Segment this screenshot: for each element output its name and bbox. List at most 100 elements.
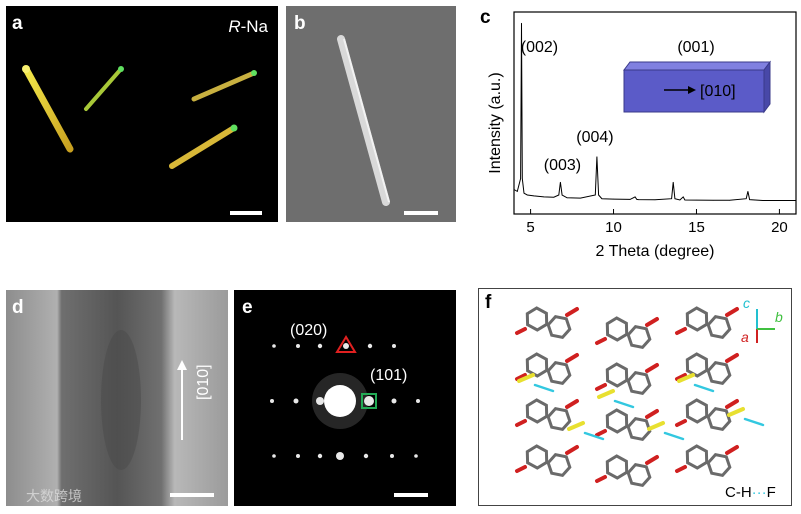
oxygen-atom bbox=[645, 363, 659, 373]
axis-indicator bbox=[756, 309, 775, 343]
panel-b-sem: b bbox=[286, 6, 456, 222]
aromatic-ring bbox=[685, 306, 709, 332]
data-point bbox=[521, 178, 523, 179]
panel-e-diffraction: e (020) (101) bbox=[234, 290, 456, 506]
scale-bar bbox=[170, 493, 214, 497]
x-tick-label: 5 bbox=[526, 219, 534, 236]
c-h-f-contact bbox=[533, 383, 555, 393]
sample-label: R-Na bbox=[228, 17, 268, 36]
aromatic-ring bbox=[546, 360, 572, 386]
fluorine-atom bbox=[567, 421, 585, 431]
oxygen-atom bbox=[725, 353, 739, 363]
data-point bbox=[672, 181, 674, 183]
c-h-f-contact bbox=[613, 399, 635, 409]
plot-frame bbox=[513, 11, 797, 215]
square-marker bbox=[361, 393, 377, 409]
data-point bbox=[671, 198, 672, 199]
axis-label-c: c bbox=[743, 295, 750, 311]
panel-label-f: f bbox=[485, 292, 492, 313]
fluorine-atom bbox=[517, 373, 535, 383]
aromatic-ring bbox=[605, 408, 629, 434]
data-point bbox=[638, 199, 639, 200]
x-tick-label: 10 bbox=[605, 219, 622, 236]
oxygen-atom bbox=[675, 373, 687, 381]
sem-rod-image bbox=[337, 35, 390, 206]
data-point bbox=[561, 194, 563, 196]
data-point bbox=[629, 199, 631, 200]
c-h-f-contact bbox=[583, 431, 605, 441]
data-point bbox=[795, 200, 797, 201]
aromatic-ring bbox=[626, 462, 652, 488]
panel-label-b: b bbox=[294, 13, 306, 34]
data-point bbox=[613, 198, 614, 200]
data-point bbox=[601, 198, 603, 199]
data-point bbox=[543, 196, 545, 198]
c-h-f-contact bbox=[743, 417, 765, 427]
inset-arrow-label: [010] bbox=[700, 83, 736, 100]
x-tick-label: 20 bbox=[771, 219, 788, 236]
axis-label-b: b bbox=[775, 309, 783, 325]
data-point bbox=[580, 197, 581, 199]
oxygen-atom bbox=[515, 419, 527, 427]
data-point bbox=[520, 178, 521, 179]
panel-d-tem: d [010] 大数跨境 bbox=[6, 290, 228, 506]
contact-caption: C-H···F bbox=[725, 484, 776, 501]
y-axis-label: Intensity (a.u.) bbox=[487, 72, 504, 173]
nanorod bbox=[191, 70, 257, 102]
panel-label-d: d bbox=[12, 297, 24, 318]
data-point bbox=[684, 199, 686, 201]
fluorine-atom bbox=[597, 389, 615, 399]
data-point bbox=[598, 194, 599, 196]
oxygen-atom bbox=[725, 307, 739, 317]
aromatic-ring bbox=[525, 306, 549, 332]
panel-c-xrd-chart: c 5 10 15 20 2 Theta (degree) Intensity (a.u.… bbox=[464, 0, 801, 270]
panel-label-e: e bbox=[242, 297, 253, 318]
nanorod bbox=[22, 65, 74, 153]
x-tick-label: 15 bbox=[688, 219, 705, 236]
oxygen-atom bbox=[565, 307, 579, 317]
diffraction-pattern bbox=[270, 335, 420, 460]
nanorod bbox=[169, 125, 237, 169]
oxygen-atom bbox=[565, 399, 579, 409]
x-axis-label: 2 Theta (degree) bbox=[596, 243, 715, 260]
xrd-plot: 5 10 15 20 2 Theta (degree) Intensity (a.u.) (… bbox=[487, 11, 797, 260]
data-point bbox=[682, 196, 684, 198]
molecular-packing-image bbox=[515, 306, 765, 488]
peak-label: (004) bbox=[576, 129, 613, 146]
data-point bbox=[513, 189, 515, 190]
aromatic-ring bbox=[706, 452, 732, 478]
aromatic-ring bbox=[605, 454, 629, 480]
oxygen-atom bbox=[515, 465, 527, 473]
panel-label-c: c bbox=[480, 7, 491, 28]
data-point bbox=[729, 200, 730, 201]
aromatic-ring bbox=[525, 398, 549, 424]
data-point bbox=[636, 199, 638, 200]
oxygen-atom bbox=[565, 353, 579, 363]
data-point bbox=[526, 194, 528, 196]
data-point bbox=[762, 200, 764, 201]
data-point bbox=[553, 196, 555, 198]
aromatic-ring bbox=[706, 406, 732, 432]
oxygen-atom bbox=[515, 373, 527, 381]
oxygen-atom bbox=[565, 445, 579, 455]
oxygen-atom bbox=[645, 455, 659, 465]
data-point bbox=[712, 200, 714, 201]
oxygen-atom bbox=[675, 465, 687, 473]
fluorine-atom bbox=[677, 373, 695, 383]
panel-a-micrograph: a R-Na bbox=[6, 6, 278, 222]
data-point bbox=[560, 181, 561, 183]
data-point bbox=[779, 200, 780, 201]
aromatic-ring bbox=[685, 352, 709, 378]
oxygen-atom bbox=[595, 429, 607, 437]
data-point bbox=[745, 198, 747, 199]
aromatic-ring bbox=[546, 452, 572, 478]
oxygen-atom bbox=[595, 337, 607, 345]
data-point bbox=[523, 192, 525, 194]
aromatic-ring bbox=[685, 398, 709, 424]
xrd-series-line bbox=[513, 23, 796, 201]
aromatic-ring bbox=[546, 406, 572, 432]
direction-label: [010] bbox=[195, 364, 212, 400]
oxygen-atom bbox=[725, 399, 739, 409]
fluorine-atom bbox=[647, 421, 665, 431]
oxygen-atom bbox=[675, 419, 687, 427]
